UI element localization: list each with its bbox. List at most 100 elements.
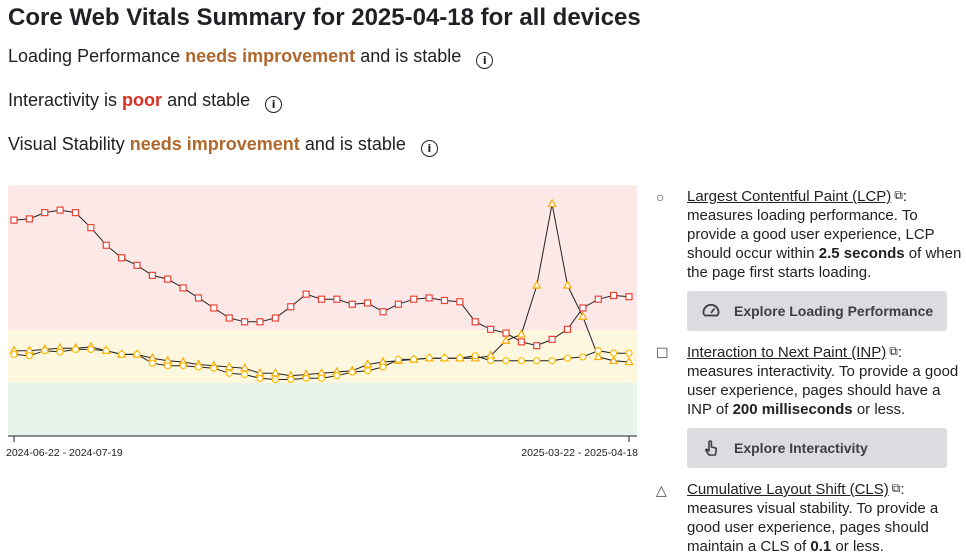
status-severity: needs improvement [185, 46, 356, 66]
circle-point [610, 349, 618, 357]
square-point [210, 304, 218, 312]
circle-point [102, 347, 110, 355]
inp-description: : measures interactivity. To provide a g… [687, 344, 959, 418]
square-point [348, 300, 356, 308]
circle-point [118, 350, 126, 359]
square-point [517, 338, 525, 346]
triangle-point [516, 329, 526, 338]
cls-description: : measures visual stability. To provide … [687, 481, 939, 555]
visual-stability-status: Visual Stability needs improvement and i… [8, 133, 438, 157]
triangle-point [501, 335, 511, 344]
band-poor [8, 185, 637, 330]
info-icon[interactable]: i [476, 52, 494, 69]
explore-loading-performance-button[interactable]: Explore Loading Performance [687, 291, 947, 331]
square-point [41, 209, 49, 217]
triangle-marker-icon[interactable]: △ [656, 482, 667, 498]
external-link-icon[interactable]: ⧉ [891, 481, 901, 495]
circle-point [56, 348, 64, 356]
lcp-threshold: 2.5 seconds [818, 245, 905, 262]
square-point [440, 296, 449, 305]
external-link-icon[interactable]: ⧉ [889, 344, 898, 358]
square-point [502, 329, 510, 337]
triangle-point [270, 367, 280, 377]
square-point [579, 304, 587, 312]
triangle-point [224, 361, 234, 371]
square-point [10, 216, 18, 224]
page-title: Core Web Vitals Summary for 2025-04-18 f… [8, 4, 641, 31]
legend-cls: △ Cumulative Layout Shift (CLS) ⧉: measur… [656, 479, 966, 556]
inp-description-end: or less. [852, 401, 906, 418]
square-point [379, 308, 387, 316]
square-point [394, 300, 402, 308]
circle-point [364, 367, 372, 375]
square-point [302, 290, 310, 298]
square-marker-icon[interactable]: ☐ [656, 345, 669, 361]
circle-point [533, 357, 541, 365]
square-point [148, 271, 156, 279]
square-point [225, 314, 233, 322]
triangle-point [609, 355, 619, 364]
button-label: Explore Loading Performance [734, 303, 934, 319]
square-point [241, 318, 249, 326]
cls-link[interactable]: Cumulative Layout Shift (CLS) [687, 481, 889, 498]
circle-point [25, 352, 33, 360]
lcp-link[interactable]: Largest Contentful Paint (LCP) [687, 188, 892, 205]
circle-point [256, 374, 264, 382]
circle-point [487, 357, 495, 365]
square-point [364, 299, 372, 307]
band-good [8, 383, 637, 436]
square-point [271, 314, 279, 322]
square-point [194, 294, 203, 302]
circle-point [625, 349, 633, 357]
legend-inp: ☐ Interaction to Next Paint (INP) ⧉: meas… [656, 342, 966, 419]
external-link-icon[interactable]: ⧉ [894, 188, 903, 202]
info-icon[interactable]: i [420, 140, 438, 157]
square-point [563, 325, 572, 333]
circle-marker-icon[interactable]: ○ [656, 189, 665, 205]
square-point [102, 241, 110, 249]
legend-lcp: ○ Largest Contentful Paint (LCP) ⧉: measu… [656, 186, 966, 282]
triangle-point [363, 359, 373, 368]
circle-point [148, 359, 156, 367]
circle-point [210, 364, 218, 372]
square-point [471, 318, 479, 326]
inp-threshold: 200 milliseconds [732, 401, 853, 418]
circle-point [502, 357, 510, 365]
x-tick-label: 2025-03-22 - 2025-04-18 [521, 447, 638, 459]
square-point [287, 303, 295, 311]
cls-description-end: or less. [831, 538, 884, 555]
square-point [317, 295, 326, 303]
circle-point [317, 374, 326, 382]
circle-point [87, 345, 95, 354]
cls-threshold: 0.1 [810, 538, 832, 555]
status-suffix: and stable [167, 90, 251, 110]
square-point [456, 298, 464, 306]
status-prefix: Visual Stability [8, 134, 125, 154]
circle-point [41, 347, 49, 355]
circle-point [517, 357, 525, 365]
lcp-description-end: of when the page first starts loading. [687, 245, 962, 281]
interactivity-status: Interactivity is poor and stable i [8, 89, 283, 113]
touch-hand-icon [701, 438, 721, 458]
circle-point [348, 368, 356, 376]
triangle-point [562, 280, 573, 289]
triangle-point [532, 280, 542, 289]
speedometer-icon [701, 301, 721, 321]
triangle-point [547, 198, 557, 208]
explore-interactivity-button[interactable]: Explore Interactivity [687, 428, 947, 468]
triangle-point [578, 311, 588, 320]
inp-link[interactable]: Interaction to Next Paint (INP) [687, 344, 887, 361]
square-point [71, 209, 80, 217]
square-point [179, 284, 187, 292]
circle-point [271, 375, 279, 384]
button-label: Explore Interactivity [734, 440, 868, 456]
info-icon[interactable]: i [265, 96, 283, 113]
square-point [133, 261, 141, 269]
circle-point [179, 362, 187, 370]
circle-point [194, 363, 203, 371]
core-web-vitals-chart: 2024-06-22 - 2024-07-19 2025-03-22 - 2025… [6, 185, 638, 459]
circle-point [10, 350, 18, 359]
square-point [610, 291, 618, 300]
square-point [56, 206, 64, 214]
square-point [25, 215, 33, 223]
